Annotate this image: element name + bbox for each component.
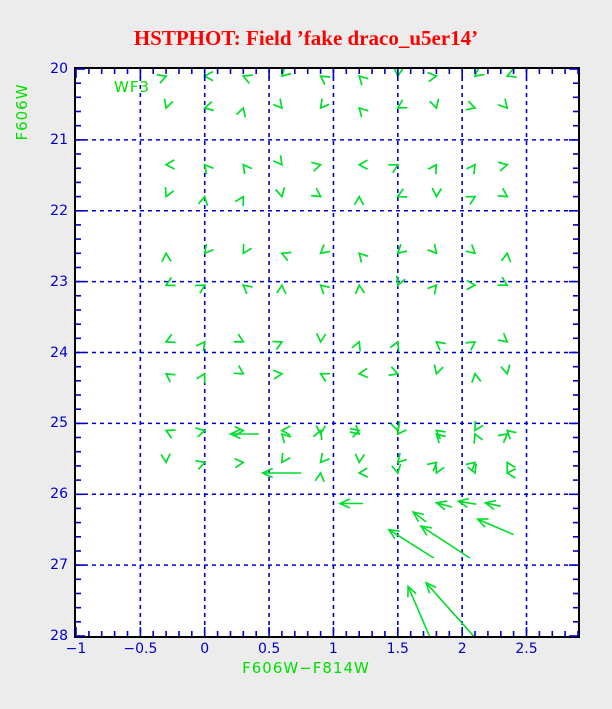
x-tick-label: 0	[200, 641, 210, 657]
y-tick-label: 26	[50, 486, 68, 503]
y-tick-label: 22	[50, 202, 68, 219]
page-title: HSTPHOT: Field ’fake draco_u5er14’	[133, 26, 479, 50]
x-tick-label: 2	[457, 641, 467, 657]
y-tick-label: 20	[50, 61, 68, 77]
grid-lines	[76, 69, 578, 636]
plot-frame: WF3	[74, 67, 580, 638]
x-tick-label: −0.5	[123, 641, 158, 657]
x-axis-title: F606W−F814W	[242, 659, 370, 677]
x-tick-label: 1.5	[386, 641, 409, 657]
panel-label-wf3: WF3	[114, 78, 151, 96]
x-tick-label: 0.5	[257, 641, 281, 657]
x-tick-label: 1	[328, 641, 338, 657]
plot-area	[76, 69, 578, 636]
y-tick-label: 23	[50, 273, 68, 290]
x-tick-label: 2.5	[515, 641, 538, 657]
x-tick-label: −1	[65, 641, 87, 657]
y-tick-label: 21	[50, 131, 68, 148]
data-markers	[156, 69, 517, 636]
y-tick-label: 24	[50, 344, 68, 361]
y-axis-title: F606W	[13, 83, 31, 141]
y-tick-label: 27	[50, 557, 68, 574]
y-tick-label: 25	[50, 415, 68, 432]
y-tick-label: 28	[50, 628, 68, 644]
